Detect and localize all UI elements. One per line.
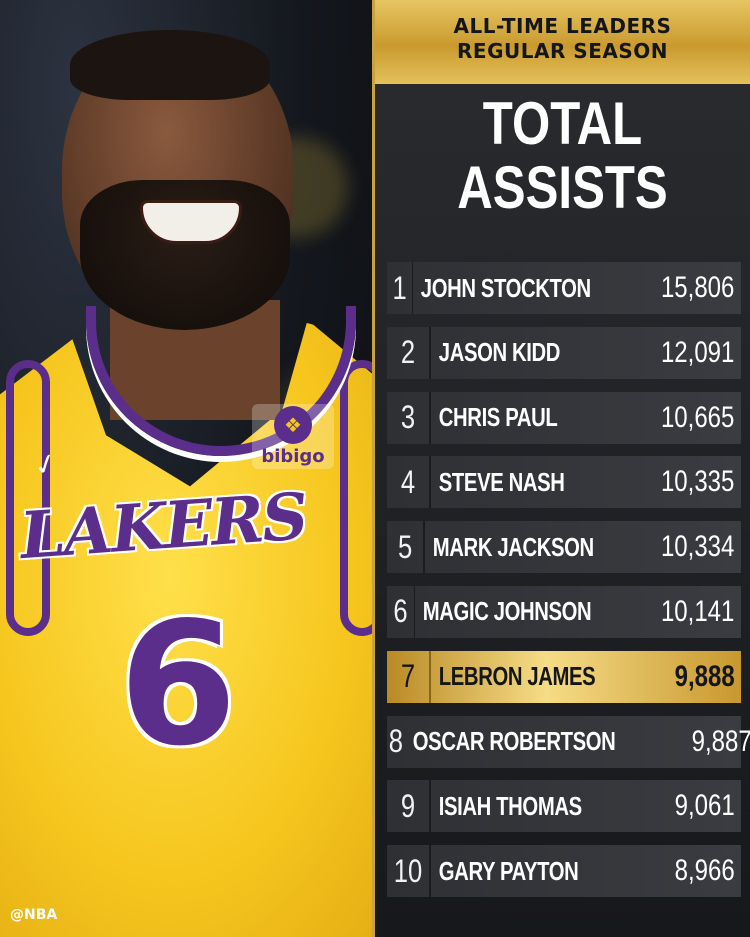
row-divider xyxy=(429,326,431,379)
leader-rank: 6 xyxy=(393,593,408,630)
sponsor-logo-icon: ❖ xyxy=(274,406,312,444)
leader-name: CHRIS PAUL xyxy=(438,402,558,433)
stat-title-line-1: TOTAL xyxy=(482,90,643,157)
leader-value: 9,888 xyxy=(674,659,735,693)
leader-value: 10,665 xyxy=(661,400,735,434)
leader-row: 2 JASON KIDD 12,091 xyxy=(387,326,741,379)
leader-row: 9 ISIAH THOMAS 9,061 xyxy=(387,780,741,833)
leader-name: MARK JACKSON xyxy=(432,531,594,562)
leader-row: 4 STEVE NASH 10,335 xyxy=(387,456,741,509)
leader-rank: 9 xyxy=(400,787,416,824)
row-divider xyxy=(429,391,431,444)
leader-value: 8,966 xyxy=(674,854,735,888)
leader-row: 1 JOHN STOCKTON 15,806 xyxy=(387,262,741,314)
leader-value: 9,061 xyxy=(674,789,735,823)
nba-watermark: @NBA xyxy=(10,907,58,923)
row-divider xyxy=(423,521,425,574)
leader-rank: 7 xyxy=(400,658,416,695)
leader-rank: 5 xyxy=(397,528,413,565)
leader-value: 9,887 xyxy=(691,724,750,758)
leaders-list: 1 JOHN STOCKTON 15,806 2 JASON KIDD 12,0… xyxy=(387,262,750,910)
row-divider xyxy=(412,262,414,314)
leader-name: OSCAR ROBERTSON xyxy=(412,726,616,757)
player-hair xyxy=(70,30,270,100)
banner-line-1: ALL-TIME LEADERS xyxy=(453,14,672,38)
leader-name: MAGIC JOHNSON xyxy=(423,596,592,627)
leader-rank: 2 xyxy=(400,334,416,371)
leader-row: 6 MAGIC JOHNSON 10,141 xyxy=(387,585,741,638)
leader-rank: 3 xyxy=(400,399,416,436)
leaders-panel: ALL-TIME LEADERS REGULAR SEASON TOTAL AS… xyxy=(372,0,750,937)
row-divider xyxy=(429,845,431,898)
row-divider xyxy=(413,585,416,638)
leader-value: 15,806 xyxy=(661,271,735,304)
leader-name: JOHN STOCKTON xyxy=(421,272,592,303)
jersey-armhole-right xyxy=(340,360,372,636)
leader-name: ISIAH THOMAS xyxy=(438,790,582,821)
leader-name: STEVE NASH xyxy=(438,466,565,497)
leader-name: LEBRON JAMES xyxy=(438,661,596,692)
banner-line-2: REGULAR SEASON xyxy=(457,39,668,63)
leader-rank: 1 xyxy=(392,269,407,306)
stat-title-line-2: ASSISTS xyxy=(457,154,668,221)
row-divider xyxy=(429,456,431,509)
leader-rank: 10 xyxy=(393,852,423,889)
row-divider xyxy=(429,780,431,833)
leader-name: JASON KIDD xyxy=(438,337,561,368)
stat-title: TOTAL ASSISTS xyxy=(375,92,750,238)
row-divider xyxy=(429,650,431,703)
leader-value: 10,141 xyxy=(661,594,735,628)
jersey-number: 6 xyxy=(118,586,238,784)
leader-row: 5 MARK JACKSON 10,334 xyxy=(387,521,741,574)
leader-row: 3 CHRIS PAUL 10,665 xyxy=(387,391,741,444)
leader-value: 12,091 xyxy=(661,335,735,369)
sponsor-patch: ❖ bibigo xyxy=(252,404,334,469)
leader-row: 10 GARY PAYTON 8,966 xyxy=(387,845,741,898)
jersey-armhole-left xyxy=(6,360,50,636)
leader-row-highlighted: 7 LEBRON JAMES 9,888 xyxy=(387,650,741,703)
leader-value: 10,334 xyxy=(661,530,735,564)
leader-name: GARY PAYTON xyxy=(438,855,579,886)
leader-value: 10,335 xyxy=(661,465,735,499)
leader-rank: 4 xyxy=(400,463,416,500)
leader-row: 8 OSCAR ROBERTSON 9,887 xyxy=(387,715,750,768)
header-banner: ALL-TIME LEADERS REGULAR SEASON xyxy=(375,0,750,84)
sponsor-name: bibigo xyxy=(261,446,325,467)
player-photo: ✓ ❖ bibigo LAKERS 6 @NBA xyxy=(0,0,372,937)
leader-rank: 8 xyxy=(388,723,404,760)
